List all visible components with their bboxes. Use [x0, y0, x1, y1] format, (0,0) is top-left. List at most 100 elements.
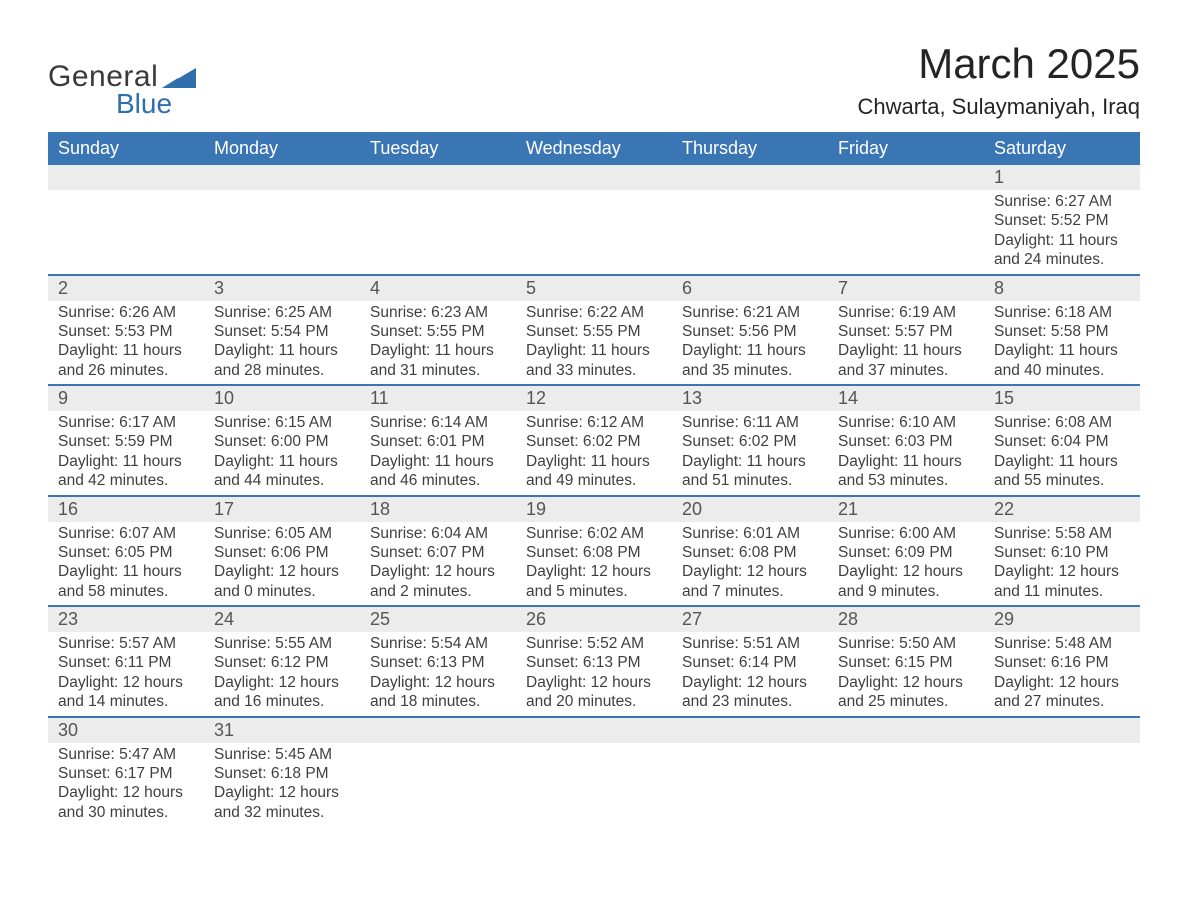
detail-line-sunrise: Sunrise: 6:07 AM	[58, 524, 194, 543]
day-number	[672, 165, 828, 190]
detail-line-dl1: Daylight: 12 hours	[370, 562, 506, 581]
week-details-row: Sunrise: 5:47 AMSunset: 6:17 PMDaylight:…	[48, 743, 1140, 827]
detail-line-dl2: and 5 minutes.	[526, 582, 662, 601]
detail-line-dl2: and 31 minutes.	[370, 361, 506, 380]
detail-line-dl2: and 42 minutes.	[58, 471, 194, 490]
week-daynum-row: 3031	[48, 716, 1140, 743]
detail-line-dl2: and 30 minutes.	[58, 803, 194, 822]
day-number: 8	[984, 276, 1140, 301]
dayhead-monday: Monday	[204, 132, 360, 165]
detail-line-sunset: Sunset: 5:55 PM	[370, 322, 506, 341]
day-details: Sunrise: 5:57 AMSunset: 6:11 PMDaylight:…	[48, 632, 204, 716]
day-number: 24	[204, 607, 360, 632]
day-details	[516, 190, 672, 274]
detail-line-sunrise: Sunrise: 6:01 AM	[682, 524, 818, 543]
detail-line-sunset: Sunset: 6:02 PM	[682, 432, 818, 451]
day-number: 29	[984, 607, 1140, 632]
detail-line-sunrise: Sunrise: 5:57 AM	[58, 634, 194, 653]
detail-line-dl1: Daylight: 11 hours	[214, 341, 350, 360]
dayhead-thursday: Thursday	[672, 132, 828, 165]
day-number: 3	[204, 276, 360, 301]
detail-line-dl2: and 20 minutes.	[526, 692, 662, 711]
detail-line-sunset: Sunset: 5:58 PM	[994, 322, 1130, 341]
detail-line-sunset: Sunset: 6:03 PM	[838, 432, 974, 451]
day-details: Sunrise: 6:08 AMSunset: 6:04 PMDaylight:…	[984, 411, 1140, 495]
week-details-row: Sunrise: 6:27 AMSunset: 5:52 PMDaylight:…	[48, 190, 1140, 274]
detail-line-sunrise: Sunrise: 6:19 AM	[838, 303, 974, 322]
day-details: Sunrise: 6:21 AMSunset: 5:56 PMDaylight:…	[672, 301, 828, 385]
week-details-row: Sunrise: 6:17 AMSunset: 5:59 PMDaylight:…	[48, 411, 1140, 495]
detail-line-dl1: Daylight: 12 hours	[526, 673, 662, 692]
day-number: 4	[360, 276, 516, 301]
day-details: Sunrise: 6:17 AMSunset: 5:59 PMDaylight:…	[48, 411, 204, 495]
day-details: Sunrise: 5:48 AMSunset: 6:16 PMDaylight:…	[984, 632, 1140, 716]
detail-line-sunrise: Sunrise: 5:55 AM	[214, 634, 350, 653]
day-number: 27	[672, 607, 828, 632]
day-details: Sunrise: 5:51 AMSunset: 6:14 PMDaylight:…	[672, 632, 828, 716]
day-details: Sunrise: 5:47 AMSunset: 6:17 PMDaylight:…	[48, 743, 204, 827]
day-number: 17	[204, 497, 360, 522]
detail-line-sunrise: Sunrise: 5:50 AM	[838, 634, 974, 653]
month-title: March 2025	[858, 40, 1140, 88]
detail-line-dl2: and 35 minutes.	[682, 361, 818, 380]
detail-line-sunset: Sunset: 5:57 PM	[838, 322, 974, 341]
detail-line-dl2: and 26 minutes.	[58, 361, 194, 380]
day-details	[672, 190, 828, 274]
detail-line-dl1: Daylight: 11 hours	[994, 452, 1130, 471]
dayhead-friday: Friday	[828, 132, 984, 165]
detail-line-sunset: Sunset: 5:53 PM	[58, 322, 194, 341]
detail-line-sunrise: Sunrise: 6:25 AM	[214, 303, 350, 322]
header: General Blue March 2025 Chwarta, Sulayma…	[48, 40, 1140, 120]
detail-line-sunset: Sunset: 6:09 PM	[838, 543, 974, 562]
detail-line-sunset: Sunset: 5:56 PM	[682, 322, 818, 341]
detail-line-sunrise: Sunrise: 6:18 AM	[994, 303, 1130, 322]
detail-line-dl1: Daylight: 11 hours	[994, 231, 1130, 250]
detail-line-sunset: Sunset: 5:52 PM	[994, 211, 1130, 230]
detail-line-dl2: and 7 minutes.	[682, 582, 818, 601]
day-number: 5	[516, 276, 672, 301]
day-number: 12	[516, 386, 672, 411]
detail-line-sunrise: Sunrise: 6:02 AM	[526, 524, 662, 543]
day-details: Sunrise: 6:11 AMSunset: 6:02 PMDaylight:…	[672, 411, 828, 495]
day-details: Sunrise: 5:52 AMSunset: 6:13 PMDaylight:…	[516, 632, 672, 716]
detail-line-sunrise: Sunrise: 6:17 AM	[58, 413, 194, 432]
detail-line-dl2: and 18 minutes.	[370, 692, 506, 711]
detail-line-dl2: and 25 minutes.	[838, 692, 974, 711]
detail-line-sunrise: Sunrise: 5:52 AM	[526, 634, 662, 653]
detail-line-dl2: and 14 minutes.	[58, 692, 194, 711]
day-number: 18	[360, 497, 516, 522]
week-daynum-row: 1	[48, 165, 1140, 190]
detail-line-dl2: and 24 minutes.	[994, 250, 1130, 269]
detail-line-dl1: Daylight: 12 hours	[838, 673, 974, 692]
detail-line-sunrise: Sunrise: 5:54 AM	[370, 634, 506, 653]
detail-line-dl2: and 58 minutes.	[58, 582, 194, 601]
detail-line-dl1: Daylight: 12 hours	[994, 673, 1130, 692]
detail-line-sunrise: Sunrise: 6:08 AM	[994, 413, 1130, 432]
day-details: Sunrise: 6:02 AMSunset: 6:08 PMDaylight:…	[516, 522, 672, 606]
detail-line-dl1: Daylight: 12 hours	[214, 562, 350, 581]
detail-line-dl2: and 46 minutes.	[370, 471, 506, 490]
day-details	[48, 190, 204, 274]
day-number	[516, 718, 672, 743]
day-details: Sunrise: 6:05 AMSunset: 6:06 PMDaylight:…	[204, 522, 360, 606]
day-number: 11	[360, 386, 516, 411]
day-number: 9	[48, 386, 204, 411]
day-number	[360, 718, 516, 743]
detail-line-sunrise: Sunrise: 5:58 AM	[994, 524, 1130, 543]
day-header-row: Sunday Monday Tuesday Wednesday Thursday…	[48, 132, 1140, 165]
detail-line-sunset: Sunset: 6:11 PM	[58, 653, 194, 672]
detail-line-sunrise: Sunrise: 6:00 AM	[838, 524, 974, 543]
detail-line-sunrise: Sunrise: 6:04 AM	[370, 524, 506, 543]
day-details: Sunrise: 6:27 AMSunset: 5:52 PMDaylight:…	[984, 190, 1140, 274]
detail-line-dl1: Daylight: 12 hours	[370, 673, 506, 692]
day-details: Sunrise: 6:18 AMSunset: 5:58 PMDaylight:…	[984, 301, 1140, 385]
detail-line-sunrise: Sunrise: 6:22 AM	[526, 303, 662, 322]
calendar: Sunday Monday Tuesday Wednesday Thursday…	[48, 132, 1140, 826]
day-number	[204, 165, 360, 190]
day-number: 2	[48, 276, 204, 301]
day-number	[828, 165, 984, 190]
day-details	[828, 743, 984, 827]
day-number: 28	[828, 607, 984, 632]
logo-triangle-icon	[162, 68, 196, 88]
detail-line-dl2: and 40 minutes.	[994, 361, 1130, 380]
